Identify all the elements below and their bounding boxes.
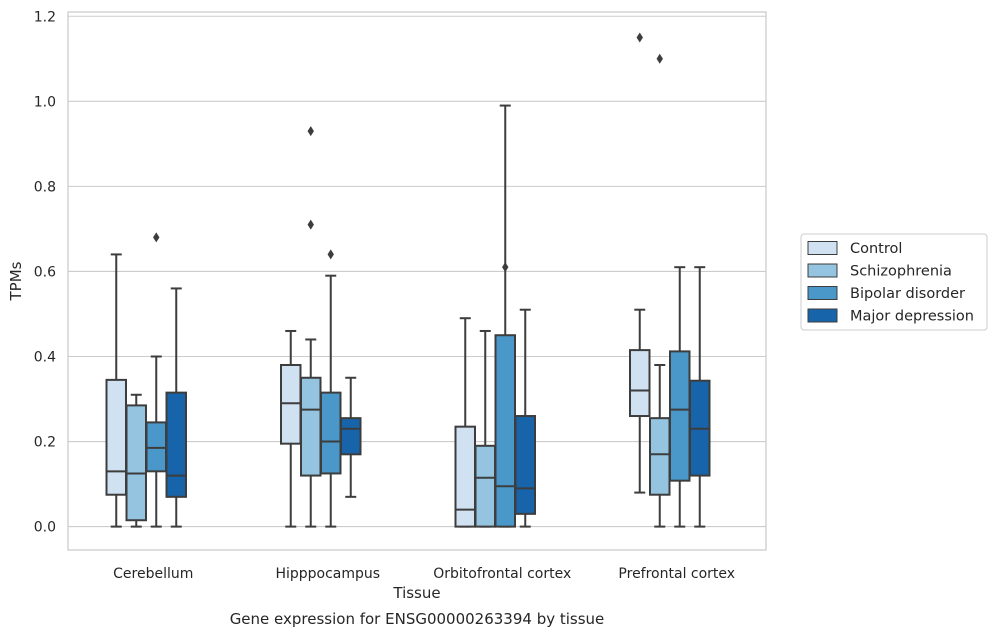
box — [514, 308, 536, 528]
box — [280, 329, 302, 528]
box-body — [454, 425, 476, 528]
x-tick-label: Orbitofrontal cortex — [433, 566, 571, 582]
legend-swatch — [807, 241, 838, 255]
box-body — [474, 444, 496, 528]
outlier-point — [307, 219, 314, 230]
box-body — [649, 417, 671, 496]
y-tick-label: 0.2 — [34, 435, 56, 451]
legend-swatch — [807, 308, 838, 323]
x-tick-label: Hipppocampus — [275, 566, 380, 582]
box-body — [280, 363, 302, 445]
box-body — [340, 417, 362, 456]
legend-label: Major depression — [850, 309, 974, 325]
box-body — [165, 391, 187, 498]
legend: Control Schizophrenia Bipolar disorder Majo… — [800, 233, 988, 331]
y-tick-label: 1.2 — [34, 9, 56, 25]
box — [474, 329, 496, 528]
y-tick-label: 0.6 — [34, 264, 56, 280]
y-tick-label: 0.4 — [34, 349, 56, 365]
y-axis-ticks: 0.0 0.2 0.4 0.6 0.8 1.0 1.2 — [34, 9, 56, 535]
box-body — [145, 421, 167, 473]
x-axis-ticks: Cerebellum Hipppocampus Orbitofrontal cort… — [113, 566, 735, 582]
box-body — [125, 404, 147, 522]
outlier-point — [307, 126, 314, 137]
legend-label: Control — [850, 241, 902, 257]
y-tick-label: 0.8 — [34, 179, 56, 195]
outlier-point — [636, 32, 643, 43]
box-body — [629, 349, 651, 418]
box — [340, 376, 362, 498]
box — [629, 32, 651, 494]
outlier-point — [502, 262, 509, 273]
outlier-point — [656, 53, 663, 64]
legend-swatch — [807, 263, 838, 278]
box — [165, 287, 187, 528]
x-tick-label: Cerebellum — [113, 566, 193, 582]
y-tick-label: 1.0 — [34, 94, 56, 110]
box-body — [320, 391, 342, 475]
legend-frame — [800, 233, 988, 331]
outlier-point — [153, 232, 160, 243]
outlier-point — [327, 249, 334, 260]
boxes — [105, 32, 711, 528]
box — [125, 393, 147, 528]
box-body — [105, 378, 127, 496]
y-tick-label: 0.0 — [34, 520, 56, 536]
chart-caption: Gene expression for ENSG00000263394 by t… — [230, 610, 605, 628]
box-body — [669, 350, 691, 482]
box-body — [300, 376, 322, 477]
box — [689, 266, 711, 528]
legend-label: Schizophrenia — [850, 264, 952, 280]
box — [649, 53, 671, 528]
legend-swatch — [807, 286, 838, 300]
x-axis-title: Tissue — [392, 584, 440, 602]
y-axis-title: TPMs — [7, 261, 25, 301]
box-body — [514, 415, 536, 515]
box — [145, 232, 167, 528]
box-body — [494, 334, 516, 528]
legend-label: Bipolar disorder — [850, 286, 965, 302]
x-tick-label: Prefrontal cortex — [618, 566, 735, 582]
